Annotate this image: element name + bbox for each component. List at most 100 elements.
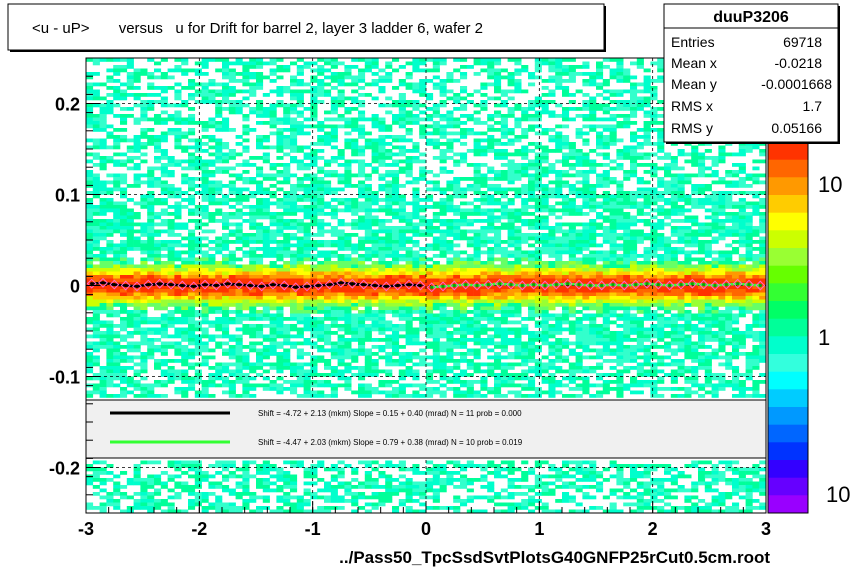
heatmap-cell [385, 219, 393, 223]
heatmap-cell [86, 317, 94, 321]
heatmap-cell [174, 103, 182, 108]
heatmap-cell [92, 58, 100, 62]
heatmap-cell [228, 275, 236, 279]
heatmap-cell [528, 310, 536, 314]
heatmap-cell [262, 383, 270, 388]
heatmap-cell [507, 58, 515, 62]
heatmap-cell [480, 278, 488, 283]
heatmap-cell [133, 121, 141, 125]
heatmap-cell [528, 268, 536, 272]
heatmap-cell [364, 495, 372, 500]
heatmap-cell [466, 299, 474, 304]
heatmap-cell [154, 348, 162, 353]
heatmap-cell [235, 380, 243, 384]
heatmap-cell [235, 271, 243, 276]
heatmap-cell [160, 219, 168, 223]
heatmap-cell [337, 96, 345, 101]
heatmap-cell [378, 285, 386, 290]
heatmap-cell [385, 194, 393, 199]
heatmap-cell [507, 460, 515, 465]
heatmap-cell [113, 135, 121, 139]
heatmap-cell [167, 205, 175, 209]
heatmap-cell [154, 380, 162, 384]
heatmap-cell [364, 257, 372, 262]
heatmap-cell [432, 215, 440, 220]
heatmap-cell [439, 247, 447, 251]
heatmap-cell [398, 240, 406, 244]
heatmap-cell [337, 324, 345, 328]
heatmap-cell [324, 243, 332, 248]
heatmap-cell [487, 124, 495, 129]
heatmap-cell [106, 187, 114, 192]
heatmap-cell [160, 135, 168, 139]
heatmap-cell [412, 362, 420, 367]
heatmap-cell [514, 348, 522, 353]
heatmap-cell [181, 103, 189, 108]
heatmap-cell [507, 243, 515, 248]
heatmap-cell [174, 467, 182, 472]
heatmap-cell [317, 299, 325, 304]
heatmap-cell [473, 285, 481, 290]
heatmap-cell [310, 201, 318, 206]
heatmap-cell [249, 240, 257, 244]
heatmap-cell [276, 320, 284, 325]
heatmap-cell [344, 166, 352, 171]
heatmap-cell [249, 348, 257, 353]
heatmap-cell [426, 334, 434, 339]
heatmap-cell [106, 222, 114, 227]
heatmap-cell [460, 271, 468, 276]
heatmap-cell [426, 257, 434, 262]
heatmap-cell [330, 355, 338, 360]
heatmap-cell [330, 320, 338, 325]
heatmap-cell [528, 173, 536, 178]
heatmap-cell [126, 334, 134, 339]
heatmap-cell [466, 317, 474, 321]
heatmap-cell [303, 488, 311, 493]
heatmap-cell [201, 194, 209, 199]
heatmap-cell [392, 359, 400, 363]
heatmap-cell [215, 502, 223, 507]
heatmap-cell [480, 306, 488, 311]
heatmap-cell [446, 184, 454, 188]
heatmap-cell [256, 166, 264, 171]
heatmap-cell [500, 215, 508, 220]
heatmap-cell [249, 369, 257, 374]
heatmap-cell [405, 163, 413, 167]
heatmap-cell [392, 236, 400, 241]
heatmap-cell [235, 187, 243, 192]
heatmap-cell [242, 124, 250, 129]
heatmap-cell [201, 89, 209, 94]
heatmap-cell [290, 131, 298, 136]
heatmap-cell [201, 173, 209, 178]
heatmap-cell [487, 320, 495, 325]
heatmap-cell [276, 93, 284, 97]
heatmap-cell [480, 369, 488, 374]
heatmap-cell [446, 233, 454, 237]
heatmap-cell [385, 243, 393, 248]
heatmap-cell [378, 145, 386, 150]
heatmap-cell [113, 271, 121, 276]
heatmap-cell [269, 145, 277, 150]
heatmap-cell [317, 124, 325, 129]
heatmap-cell [235, 268, 243, 272]
heatmap-cell [432, 124, 440, 129]
heatmap-cell [521, 107, 529, 111]
heatmap-cell [208, 366, 216, 370]
heatmap-cell [140, 243, 148, 248]
heatmap-cell [405, 236, 413, 241]
heatmap-cell [534, 75, 542, 80]
heatmap-cell [235, 103, 243, 108]
heatmap-cell [500, 320, 508, 325]
heatmap-cell [126, 243, 134, 248]
heatmap-cell [126, 247, 134, 251]
heatmap-cell [398, 145, 406, 150]
heatmap-cell [317, 135, 325, 139]
heatmap-cell [426, 107, 434, 111]
heatmap-cell [276, 58, 284, 62]
heatmap-cell [242, 198, 250, 202]
heatmap-cell [494, 247, 502, 251]
heatmap-cell [126, 495, 134, 500]
heatmap-cell [154, 180, 162, 185]
heatmap-cell [378, 348, 386, 353]
heatmap-cell [378, 173, 386, 178]
